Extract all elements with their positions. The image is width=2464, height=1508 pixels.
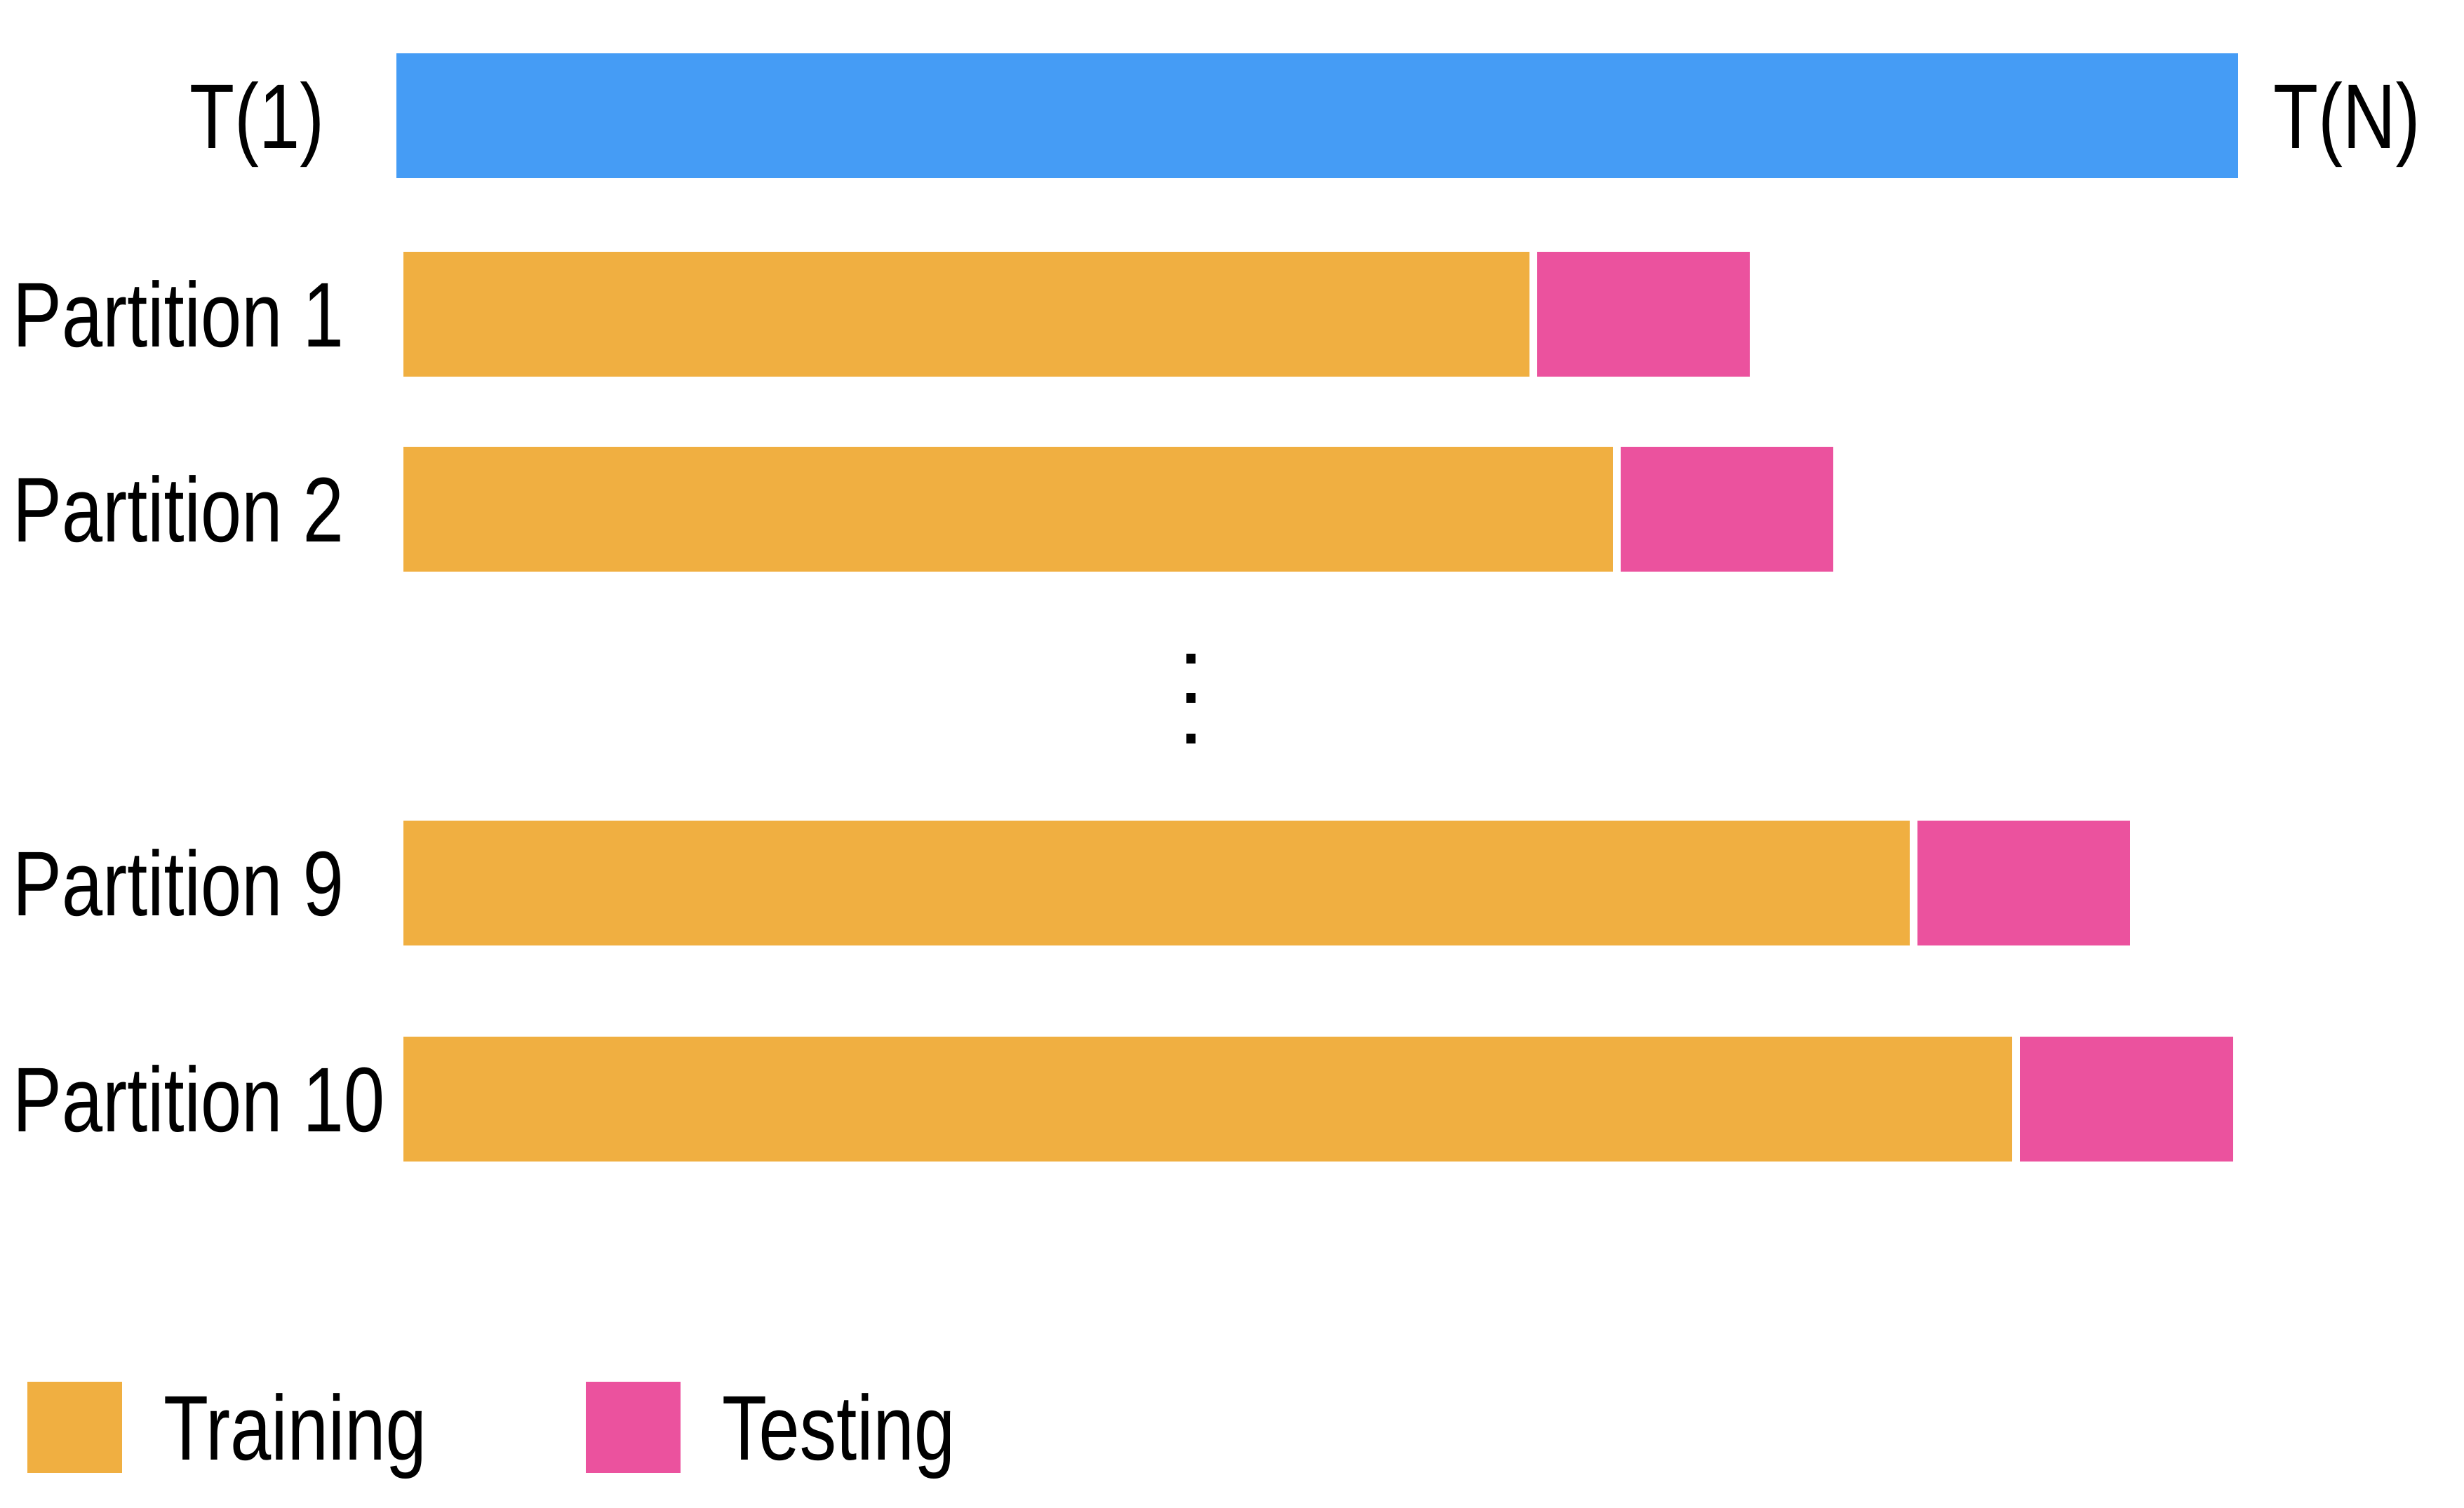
timeline-end-text: T(N) <box>2273 64 2421 168</box>
partition-label: Partition 9 <box>13 821 427 945</box>
partition-label: Partition 1 <box>13 252 427 377</box>
full-series-bar <box>396 53 2238 178</box>
legend-testing-label: Testing <box>722 1375 1013 1479</box>
training-bar <box>403 252 1529 377</box>
training-bar <box>403 447 1613 572</box>
legend-training-swatch <box>27 1382 122 1473</box>
timeline-start-label: T(1) <box>0 53 324 178</box>
testing-bar <box>2020 1037 2233 1162</box>
partition-label-text: Partition 10 <box>13 1047 385 1151</box>
partition-label: Partition 10 <box>13 1037 478 1162</box>
timeline-start-text: T(1) <box>189 64 324 168</box>
ellipsis-dot <box>1186 693 1196 703</box>
ellipsis-dot <box>1186 654 1196 664</box>
partition-label-text: Partition 2 <box>13 457 344 561</box>
legend-testing-text: Testing <box>722 1375 956 1479</box>
testing-bar <box>1537 252 1750 377</box>
testing-bar <box>1917 821 2130 945</box>
ellipsis-dot <box>1186 734 1196 743</box>
timeline-end-label: T(N) <box>2273 53 2457 178</box>
legend-training-label: Training <box>163 1375 492 1479</box>
partition-label: Partition 2 <box>13 447 427 572</box>
testing-bar <box>1621 447 1833 572</box>
training-bar <box>403 1037 2012 1162</box>
training-bar <box>403 821 1910 945</box>
partition-label-text: Partition 9 <box>13 831 344 935</box>
partition-label-text: Partition 1 <box>13 262 344 366</box>
legend-testing-swatch <box>586 1382 681 1473</box>
legend-training-text: Training <box>163 1375 427 1479</box>
